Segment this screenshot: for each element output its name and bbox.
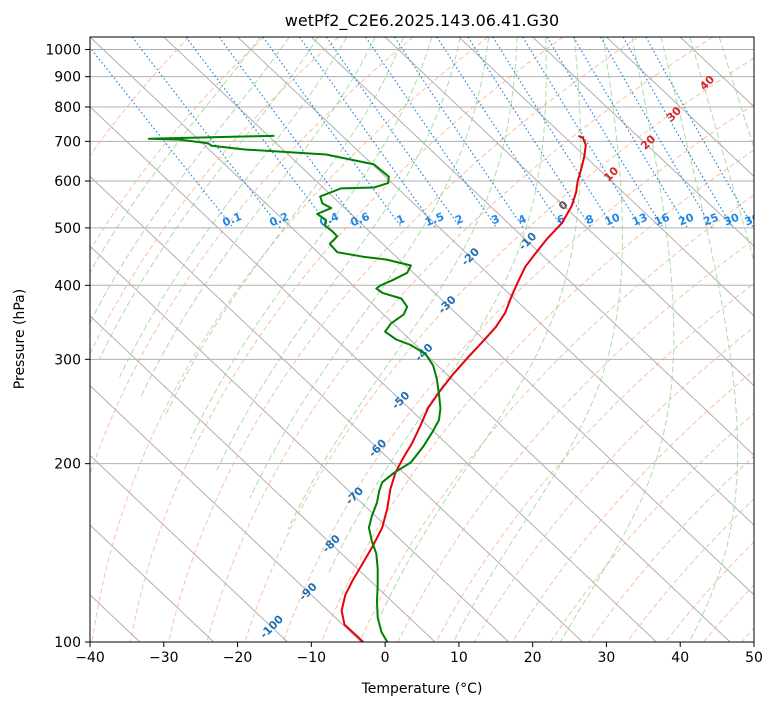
y-tick-label: 100 <box>54 635 81 651</box>
x-tick-label: 0 <box>381 650 390 666</box>
x-tick-label: −10 <box>297 650 327 666</box>
x-tick-label: −30 <box>149 650 179 666</box>
x-tick-label: −20 <box>223 650 253 666</box>
y-tick-label: 700 <box>54 134 81 150</box>
plot-area <box>90 37 754 642</box>
x-tick-label: −40 <box>75 650 105 666</box>
y-tick-label: 1000 <box>45 43 81 59</box>
y-tick-label: 200 <box>54 457 81 473</box>
y-axis-label: Pressure (hPa) <box>12 289 28 389</box>
y-tick-label: 300 <box>54 352 81 368</box>
x-tick-label: 10 <box>450 650 468 666</box>
x-tick-label: 30 <box>598 650 616 666</box>
y-tick-label: 500 <box>54 221 81 237</box>
y-tick-label: 800 <box>54 100 81 116</box>
x-tick-label: 40 <box>671 650 689 666</box>
x-axis-label: Temperature (°C) <box>361 681 483 697</box>
x-tick-label: 20 <box>524 650 542 666</box>
y-tick-label: 600 <box>54 174 81 190</box>
y-tick-label: 900 <box>54 70 81 86</box>
chart-title: wetPf2_C2E6.2025.143.06.41.G30 <box>285 11 559 31</box>
x-tick-label: 50 <box>745 650 763 666</box>
y-tick-label: 400 <box>54 278 81 294</box>
